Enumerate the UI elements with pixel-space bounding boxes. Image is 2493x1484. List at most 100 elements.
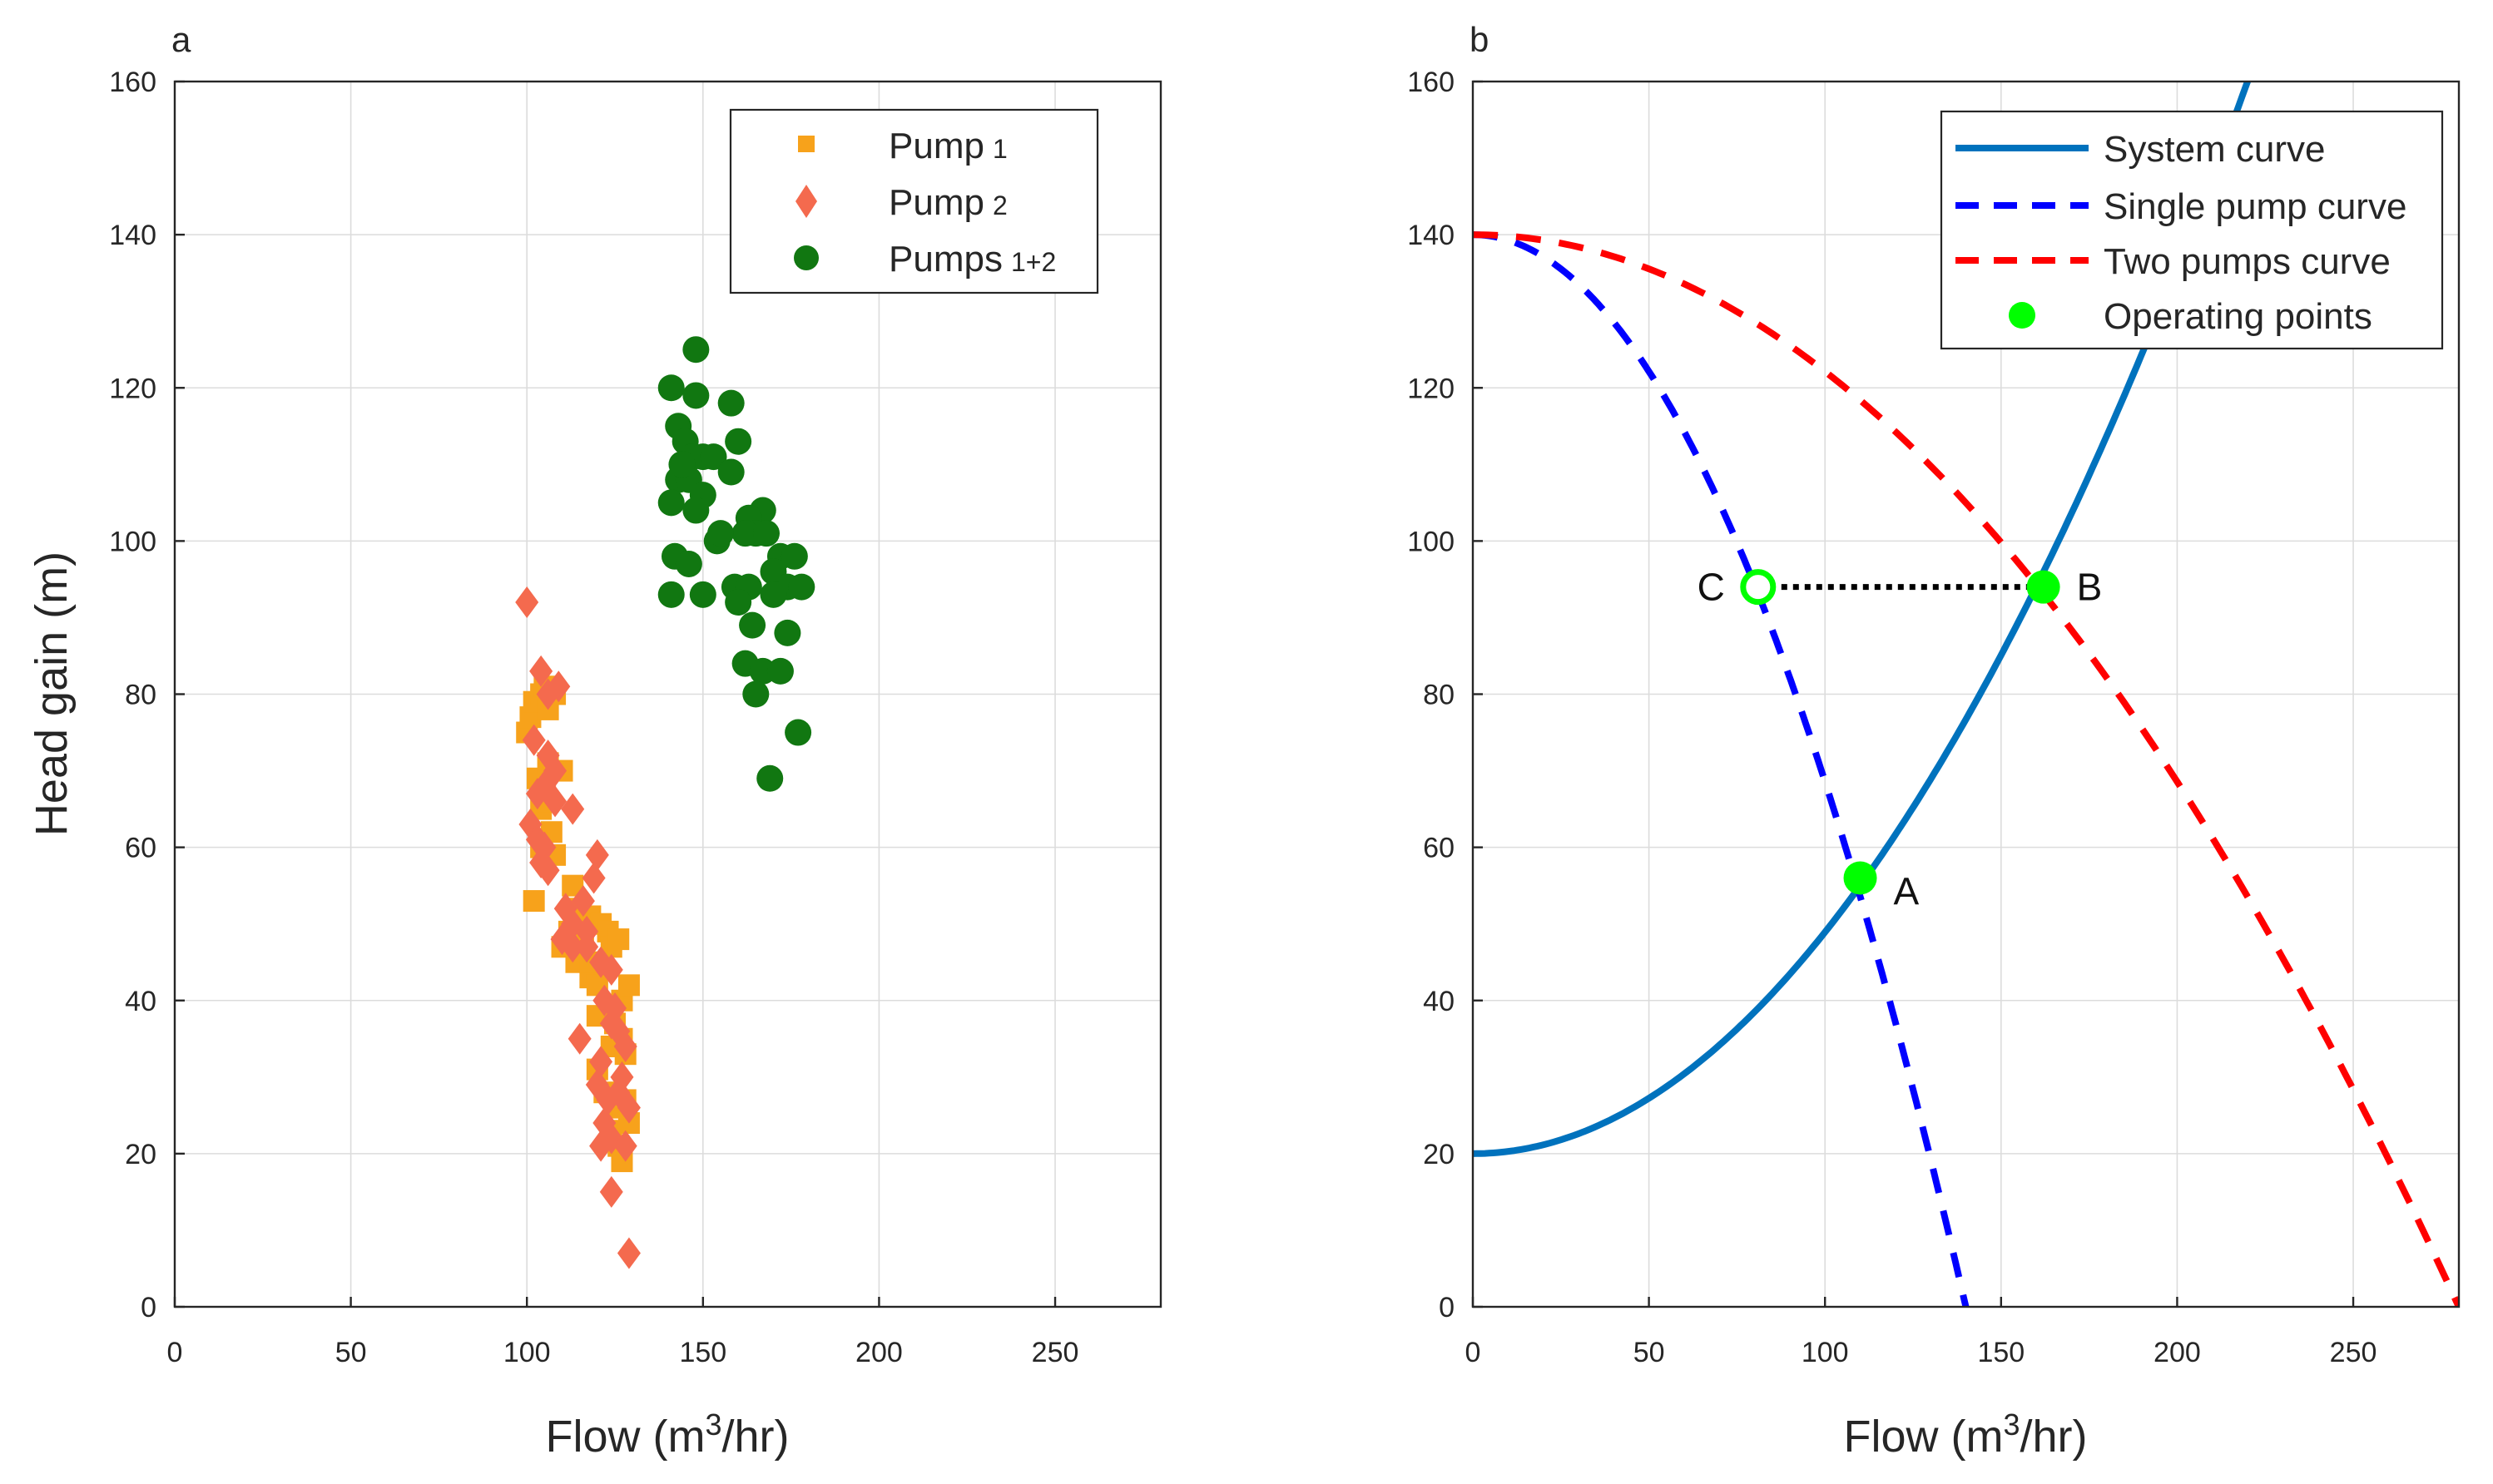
panel-b-y-tick-label: 120 xyxy=(1407,373,1455,404)
legend-two-pumps-curve: Two pumps curve xyxy=(2104,241,2391,282)
legend-pumps-suffix: 1+2 xyxy=(1011,247,1056,277)
pumps-1-2-point xyxy=(657,489,685,517)
panel-b-x-tick-label: 250 xyxy=(2330,1337,2377,1368)
pump-2-point xyxy=(617,1091,641,1124)
panel-a-frame xyxy=(173,80,1162,1308)
pumps-1-2-point xyxy=(774,619,801,646)
panel-b-y-tick-label: 20 xyxy=(1423,1139,1455,1170)
pumps-1-2-point xyxy=(753,520,780,547)
panel-b-x-tick-label: 0 xyxy=(1465,1337,1481,1368)
panel-b-y-tick-label: 80 xyxy=(1423,680,1455,711)
panel-a-x-tick-label: 150 xyxy=(679,1337,726,1368)
pump-1-point xyxy=(607,928,630,951)
legend-pump-1-suffix: 1 xyxy=(993,134,1008,164)
pumps-1-2-point xyxy=(706,520,734,547)
x-label-superscript: 3 xyxy=(705,1407,721,1442)
panel-b-y-tick-label: 60 xyxy=(1423,833,1455,864)
pumps-1-2-point xyxy=(766,657,794,685)
panel-b-y-tick-label: 100 xyxy=(1407,526,1455,557)
pump-2-point xyxy=(571,885,595,918)
pumps-1-2-point xyxy=(657,581,685,608)
panel-a-y-tick-label: 0 xyxy=(141,1292,156,1323)
pumps-1-2-point xyxy=(682,497,710,524)
pumps-1-2-point xyxy=(700,443,727,471)
operating-point-b-label: B xyxy=(2077,566,2103,609)
pump-2-point xyxy=(589,1130,613,1162)
two-pumps-curve-line xyxy=(1473,231,2459,1307)
panel-a-y-tick-label: 140 xyxy=(109,220,156,251)
pump-2-point xyxy=(613,1030,637,1062)
pump-1-point xyxy=(523,890,545,913)
panel-b-x-tick-label: 100 xyxy=(1802,1337,1849,1368)
pumps-1-2-point xyxy=(682,382,710,409)
panel-a-y-tick-label: 60 xyxy=(125,833,156,864)
pump-2-point xyxy=(599,1175,623,1208)
pump-2-point xyxy=(610,1061,634,1093)
panel-a-x-axis-label: Flow (m3/hr) xyxy=(545,1407,789,1462)
panel-a-x-tick-label: 250 xyxy=(1032,1337,1079,1368)
x-label-superscript: 3 xyxy=(2003,1407,2020,1442)
pumps-1-2-point xyxy=(725,428,752,455)
panel-a-y-tick-label: 160 xyxy=(109,67,156,98)
pumps-1-2-point xyxy=(781,542,808,570)
legend-operating-points: Operating points xyxy=(2104,296,2372,337)
pumps-1-2-point xyxy=(756,764,784,792)
pumps-1-2-point xyxy=(731,520,759,547)
pump-2-point xyxy=(547,670,571,703)
pump-2-point xyxy=(515,586,539,619)
operating-point-a-label: A xyxy=(1894,869,1920,913)
legend-pump-2-name: Pump xyxy=(889,182,984,223)
pump-2-point xyxy=(529,655,553,687)
panel-a-legend: Pump 1 Pump 2 Pumps 1+2 xyxy=(729,108,1099,294)
operating-point-b xyxy=(2026,570,2060,604)
pump-2-point xyxy=(543,785,567,818)
pump-2-point xyxy=(585,838,609,871)
panel-a-y-tick-label: 40 xyxy=(125,986,156,1017)
pumps-1-2-point xyxy=(785,719,812,746)
pump-2-point xyxy=(582,862,606,894)
pump-2-point xyxy=(613,1130,637,1162)
panel-b-x-tick-label: 150 xyxy=(1977,1337,2025,1368)
pumps-1-2-point xyxy=(725,589,752,616)
pump-2-point xyxy=(599,953,623,986)
legend-box xyxy=(729,108,1099,294)
panel-a-data-marks xyxy=(515,336,815,1269)
panel-a-y-tick-label: 120 xyxy=(109,373,156,404)
legend-pump-2-suffix: 2 xyxy=(993,190,1008,220)
panel-a-x-tick-label: 100 xyxy=(503,1337,551,1368)
pump-2-point xyxy=(617,1237,641,1269)
pumps-1-2-point xyxy=(760,581,787,608)
panel-b-y-tick-label: 160 xyxy=(1407,67,1455,98)
panel-a-scatter-chart: a 0 50 100 150 200 250 0 20 40 60 80 100 120 140 160 H… xyxy=(27,20,1162,1462)
pump-2-point xyxy=(561,793,585,825)
pumps-1-2-point xyxy=(742,680,770,708)
legend-entry-pump-2: Pump 2 xyxy=(889,182,1008,223)
panel-b-legend: System curve Single pump curve Two pumps… xyxy=(1940,110,2444,350)
panel-b-label: b xyxy=(1470,20,1489,59)
legend-entry-pumps-1-2: Pumps 1+2 xyxy=(889,239,1056,279)
legend-circle-marker xyxy=(794,245,819,270)
panel-b-curves: A B C xyxy=(1473,82,2459,1307)
panel-b-ticks: 0 50 100 150 200 250 0 20 40 60 80 100 120 140 160 xyxy=(1407,67,2377,1368)
pump-2-point xyxy=(561,931,585,963)
panel-b-x-tick-label: 50 xyxy=(1633,1337,1665,1368)
pump-2-point xyxy=(522,724,546,756)
legend-square-marker xyxy=(798,136,815,152)
panel-b-line-chart: b 0 50 100 150 200 250 0 20 40 60 80 100 120 140 160 A… xyxy=(1407,20,2461,1462)
panel-a-x-tick-label: 50 xyxy=(335,1337,367,1368)
legend-pumps-name: Pumps xyxy=(889,239,1003,279)
pump-2-point xyxy=(603,992,627,1024)
panel-a-label: a xyxy=(171,20,191,59)
pump-1-point xyxy=(617,974,640,997)
legend-single-pump-curve: Single pump curve xyxy=(2104,186,2406,227)
panel-a-x-tick-label: 0 xyxy=(167,1337,183,1368)
panel-b-y-tick-label: 0 xyxy=(1439,1292,1455,1323)
panel-b-y-tick-label: 40 xyxy=(1423,986,1455,1017)
pump-2-point xyxy=(589,1046,613,1078)
pumps-1-2-point xyxy=(657,374,685,402)
legend-operating-point-marker xyxy=(2009,302,2035,329)
pumps-1-2-point xyxy=(739,611,766,639)
panel-b-x-tick-label: 200 xyxy=(2153,1337,2201,1368)
pump-2-point xyxy=(567,1022,592,1055)
